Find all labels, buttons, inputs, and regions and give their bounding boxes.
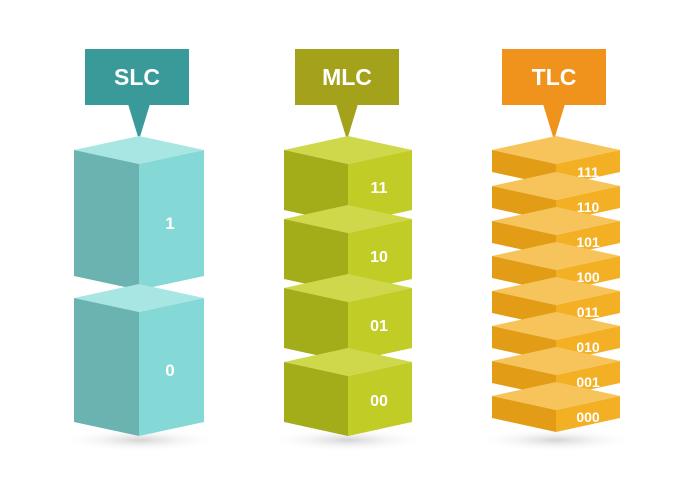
cell-mlc-10: 10 — [284, 205, 412, 293]
cell-label: 0 — [165, 361, 174, 380]
cell-slc-1: 1 — [74, 136, 204, 290]
tag-tlc — [502, 49, 606, 105]
cube-left — [74, 150, 139, 290]
cell-label: 1 — [165, 214, 174, 233]
cell-label: 001 — [576, 374, 600, 390]
cell-label: 111 — [577, 164, 599, 180]
column-tlc: TLC 111 110 101 — [478, 49, 634, 452]
column-mlc: MLC 11 10 01 — [270, 49, 426, 452]
cell-label: 010 — [576, 339, 600, 355]
cell-label: 100 — [576, 269, 600, 285]
title-mlc: MLC — [322, 64, 372, 90]
cell-slc-0: 0 — [74, 284, 204, 436]
tag-pointer-slc — [128, 104, 150, 140]
cell-label: 01 — [370, 318, 388, 335]
cube-right — [139, 150, 204, 290]
title-tlc: TLC — [532, 64, 577, 90]
cell-label: 00 — [370, 393, 388, 410]
cube-right — [139, 298, 204, 436]
cell-mlc-00: 00 — [284, 348, 412, 436]
cell-label: 11 — [371, 180, 388, 197]
cube-right — [348, 219, 412, 293]
stack-shadow — [270, 428, 426, 452]
cell-label: 110 — [577, 199, 600, 215]
cell-mlc-11: 11 — [284, 136, 412, 224]
stack-shadow — [478, 428, 634, 452]
tag-pointer-tlc — [543, 104, 565, 140]
cube-right — [348, 362, 412, 436]
cube-left — [74, 298, 139, 436]
cell-label: 10 — [370, 249, 388, 266]
cube-left — [284, 362, 348, 436]
cube-right — [556, 396, 620, 432]
cell-tlc-000: 000 — [492, 382, 620, 432]
tag-pointer-mlc — [336, 104, 358, 140]
cell-label: 000 — [576, 409, 600, 425]
cell-label: 101 — [576, 234, 600, 250]
column-slc: SLC 1 0 — [62, 49, 218, 452]
cube-left — [284, 288, 348, 362]
tag-mlc — [295, 49, 399, 105]
cube-left — [284, 219, 348, 293]
cube-right — [348, 150, 412, 224]
title-slc: SLC — [114, 64, 160, 90]
cube-right — [348, 288, 412, 362]
stack-shadow — [62, 428, 218, 452]
cell-mlc-01: 01 — [284, 274, 412, 362]
cube-left — [284, 150, 348, 224]
cube-left — [492, 396, 556, 432]
cell-label: 011 — [577, 304, 600, 320]
tag-slc — [85, 49, 189, 105]
